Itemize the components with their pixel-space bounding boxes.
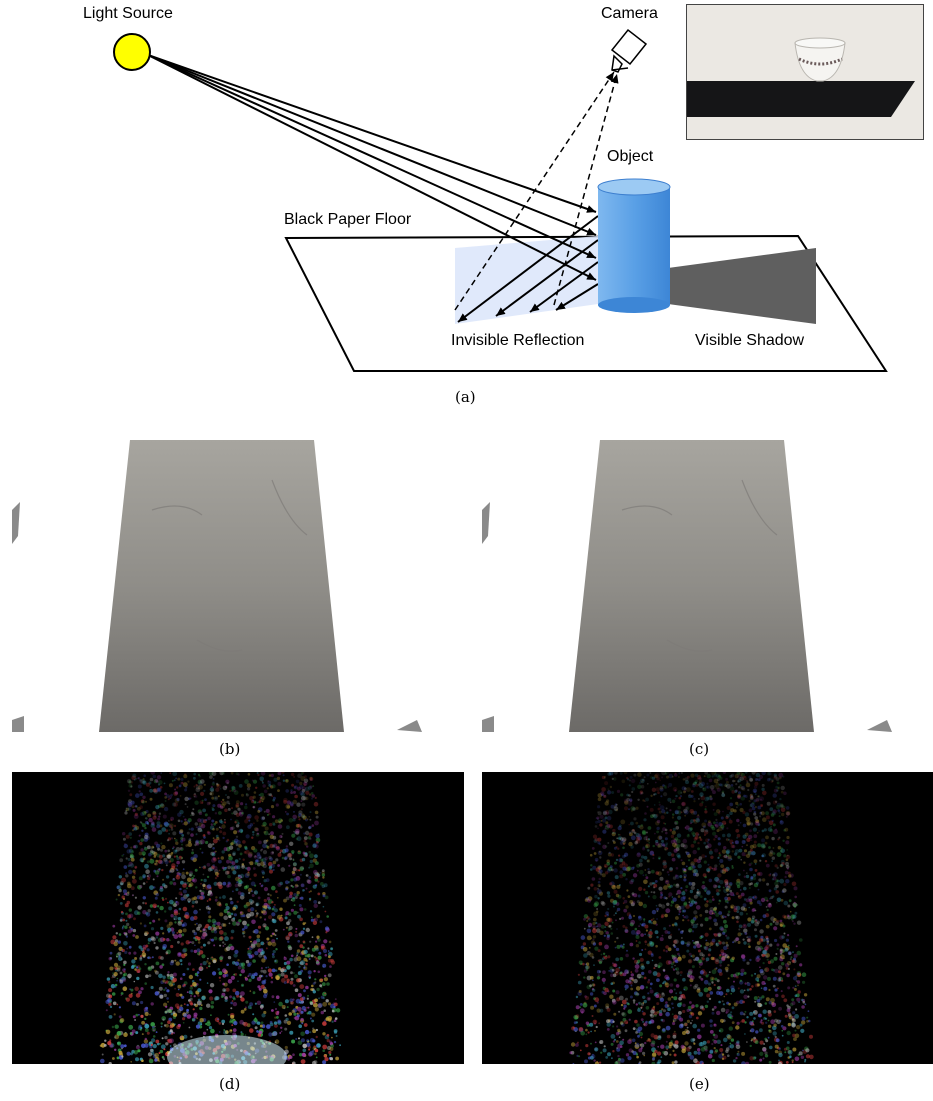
visible-shadow [668, 248, 816, 324]
light-source-label: Light Source [83, 5, 173, 22]
inset-photo [686, 4, 924, 140]
setup-diagram [113, 28, 888, 372]
light-rays [147, 54, 597, 281]
difference-image-d [12, 772, 464, 1064]
caption-d: (d) [219, 1075, 241, 1093]
object-label: Object [607, 148, 654, 165]
difference-image-e [482, 772, 933, 1064]
caption-c: (c) [689, 740, 710, 758]
camera-rays [454, 71, 619, 311]
light-source-icon [113, 33, 151, 71]
photo-c [482, 440, 933, 732]
reflected-rays [457, 215, 599, 323]
caption-e: (e) [689, 1075, 710, 1093]
shadow-label: Visible Shadow [695, 332, 805, 349]
caption-b: (b) [219, 740, 241, 758]
floor-label: Black Paper Floor [284, 211, 412, 228]
caption-a: (a) [455, 388, 476, 406]
object-cylinder [597, 178, 671, 313]
noise-texture [569, 772, 814, 1064]
reflection-label: Invisible Reflection [451, 332, 585, 349]
camera-icon [610, 28, 648, 73]
glow-spot [167, 1035, 287, 1064]
photo-b [12, 440, 464, 732]
noise-texture [99, 772, 341, 1064]
camera-label: Camera [601, 5, 658, 22]
